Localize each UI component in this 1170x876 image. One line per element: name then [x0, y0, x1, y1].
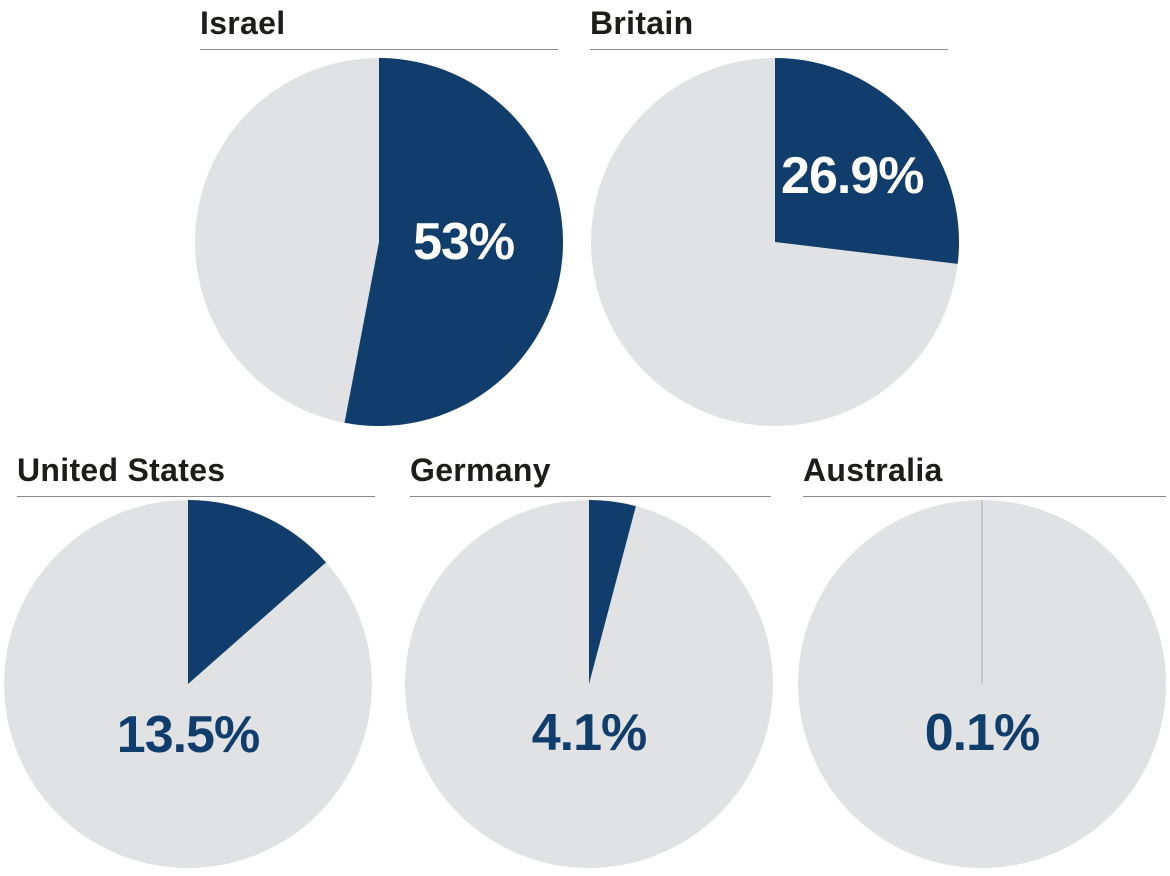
title-rule [17, 496, 375, 497]
pie-title-israel: Israel [200, 5, 286, 41]
pie-value-label-germany: 4.1% [531, 703, 648, 762]
pie-title-united-states: United States [17, 452, 226, 488]
pie-germany: 4.1% [405, 500, 773, 868]
pie-cell-germany: Germany [410, 453, 771, 497]
pie-title-germany: Germany [410, 452, 551, 488]
pie-britain: 26.9% [591, 58, 959, 426]
title-rule [803, 496, 1166, 497]
pie-value-label-united-states: 13.5% [116, 705, 260, 764]
pie-svg-united-states [4, 500, 372, 868]
pie-svg-australia [798, 500, 1166, 868]
title-rule [200, 49, 558, 50]
title-rule [410, 496, 771, 497]
pie-svg-britain [591, 58, 959, 426]
pie-cell-britain: Britain [590, 6, 948, 50]
pie-cell-united-states: United States [17, 453, 375, 497]
pie-value-label-israel: 53% [413, 213, 515, 271]
pie-cell-australia: Australia [803, 453, 1166, 497]
pie-title-australia: Australia [803, 452, 943, 488]
pie-cell-israel: Israel [200, 6, 558, 50]
pie-australia: 0.1% [798, 500, 1166, 868]
pie-title-britain: Britain [590, 5, 694, 41]
title-rule [590, 49, 948, 50]
pie-value-label-britain: 26.9% [781, 146, 924, 205]
pie-value-label-australia: 0.1% [924, 703, 1041, 762]
pie-united-states: 13.5% [4, 500, 372, 868]
pie-svg-germany [405, 500, 773, 868]
pie-svg-israel [195, 58, 563, 426]
pie-israel: 53% [195, 58, 563, 426]
